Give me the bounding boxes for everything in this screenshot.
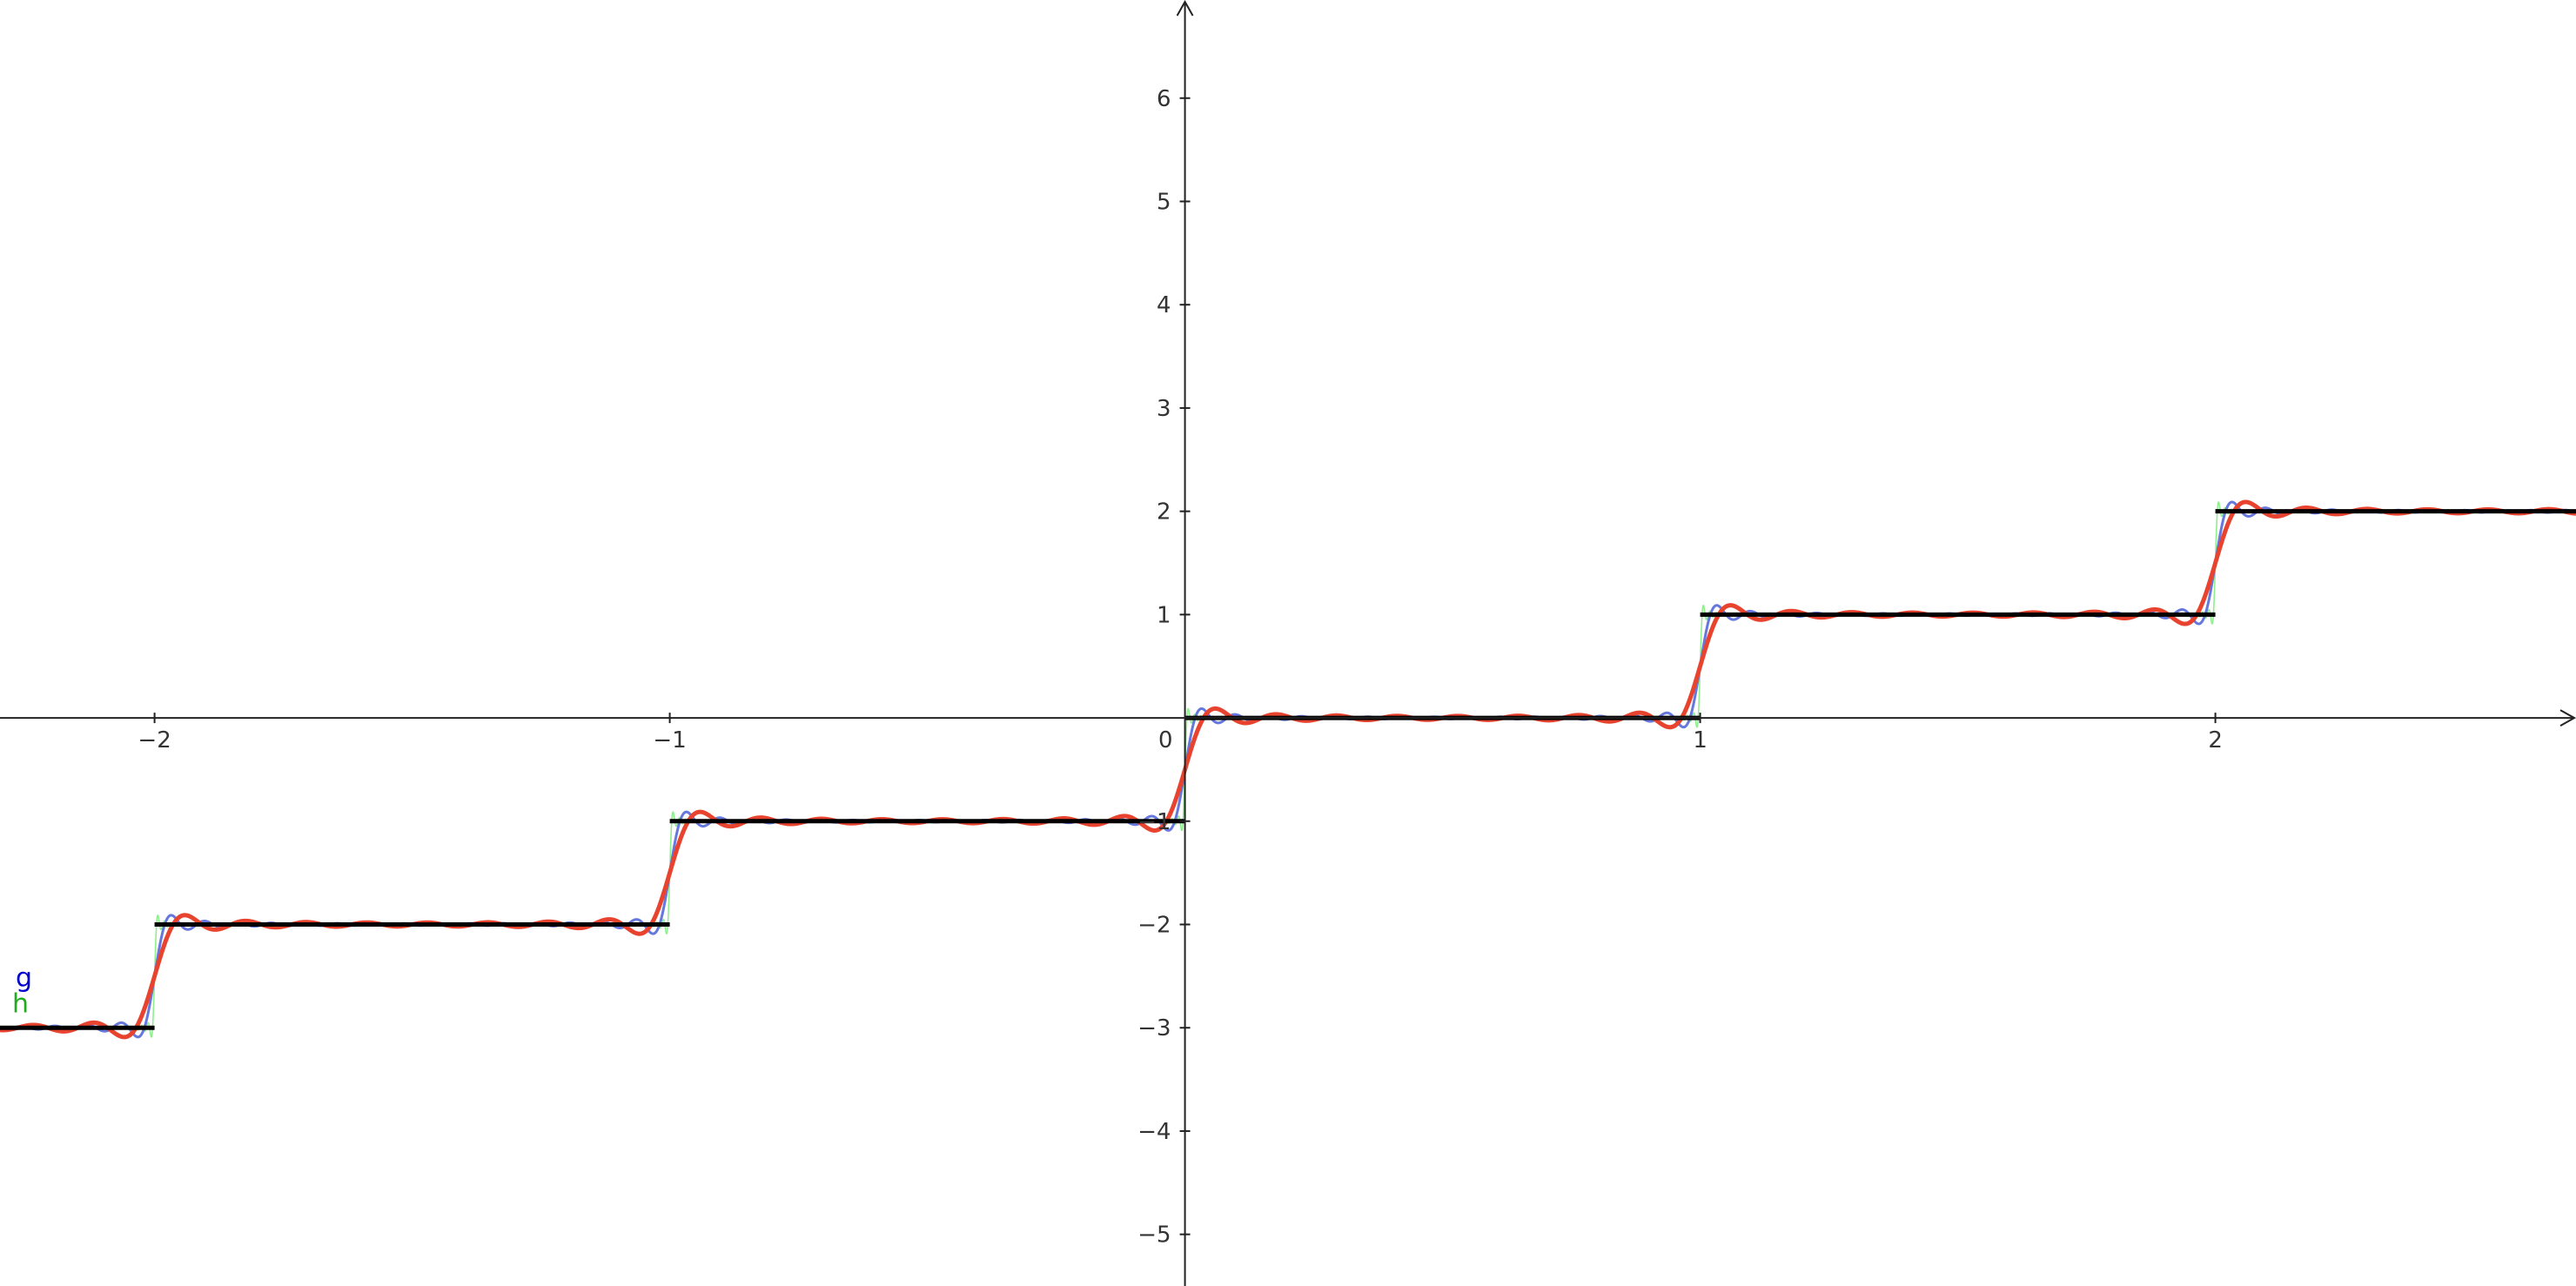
curve-label-g: g xyxy=(16,963,32,994)
y-tick-label: 5 xyxy=(1157,189,1171,215)
ticks-layer: −2 −1 1 2 −5 −4 −3 −2 −1 1 2 3 4 5 6 xyxy=(138,86,2222,1249)
fourier-partial-sum-curve-2 xyxy=(0,500,2576,1039)
y-tick-label: −1 xyxy=(1137,809,1171,835)
y-tick-label: 1 xyxy=(1157,602,1171,628)
x-tick-label: 2 xyxy=(2208,727,2223,754)
y-tick-label: 6 xyxy=(1157,86,1171,112)
y-axis-arrowhead xyxy=(1176,0,1194,17)
y-tick-label: −2 xyxy=(1137,912,1171,938)
x-tick-label: −1 xyxy=(653,727,686,754)
x-axis-arrowhead xyxy=(2559,709,2576,727)
fourier-partial-sum-curve-3 xyxy=(0,499,2576,1040)
y-tick-label: −4 xyxy=(1137,1119,1171,1145)
y-tick-label: 2 xyxy=(1157,499,1171,526)
step-function-layer xyxy=(0,509,2576,1030)
x-tick-label: 1 xyxy=(1693,727,1707,754)
fourier-partial-sum-curve-1 xyxy=(0,501,2576,1038)
y-tick-label: 3 xyxy=(1157,396,1171,422)
origin-label: 0 xyxy=(1158,727,1173,754)
x-tick-label: −2 xyxy=(138,727,171,754)
y-tick-label: 4 xyxy=(1157,292,1171,318)
y-tick-label: −3 xyxy=(1137,1015,1171,1042)
y-tick-label: −5 xyxy=(1137,1222,1171,1249)
curves-layer xyxy=(0,499,2576,1040)
curve-label-h: h xyxy=(12,988,29,1019)
